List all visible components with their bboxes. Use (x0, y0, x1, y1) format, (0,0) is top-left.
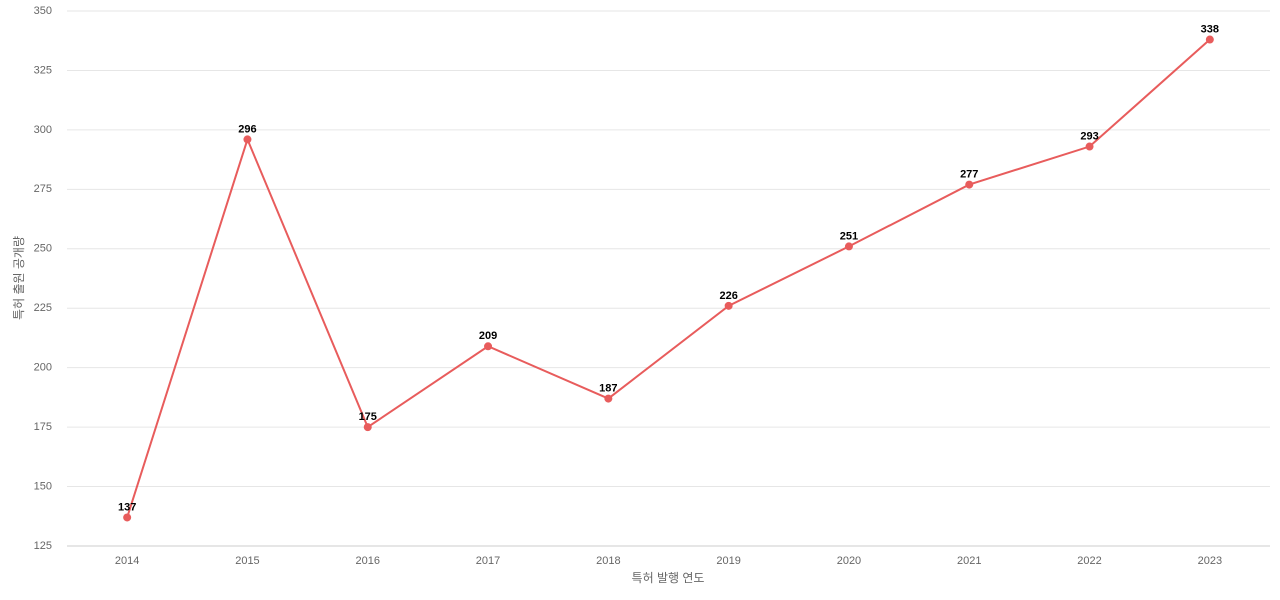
y-tick-label: 175 (34, 421, 52, 433)
x-tick-label: 2017 (476, 555, 500, 567)
point (1085, 142, 1094, 151)
x-tick-label: 2016 (356, 555, 380, 567)
y-tick-label: 325 (34, 64, 52, 76)
point (724, 301, 733, 310)
x-tick-label: 2021 (957, 555, 981, 567)
y-tick-label: 150 (34, 480, 52, 492)
value-label: 338 (1201, 23, 1219, 35)
y-tick-label: 300 (34, 124, 52, 136)
point (363, 423, 372, 432)
value-label: 296 (238, 123, 256, 135)
line (126, 38, 1211, 518)
point (844, 242, 853, 251)
x-tick-label: 2015 (235, 555, 259, 567)
point (1205, 35, 1214, 44)
value-label: 187 (599, 382, 617, 394)
x-tick-label: 2014 (115, 555, 139, 567)
value-label: 209 (479, 330, 497, 342)
x-tick-label: 2019 (716, 555, 740, 567)
x-tick-label: 2022 (1077, 555, 1101, 567)
value-label: 251 (840, 230, 858, 242)
x-tick-label: 2023 (1198, 555, 1222, 567)
value-label: 175 (359, 411, 377, 423)
value-label: 137 (118, 501, 136, 513)
point (243, 135, 252, 144)
point (965, 180, 974, 189)
point (604, 394, 613, 403)
point (123, 513, 132, 522)
point (484, 342, 493, 351)
y-tick-label: 200 (34, 362, 52, 374)
y-tick-label: 125 (34, 540, 52, 552)
y-tick-label: 275 (34, 183, 52, 195)
x-tick-label: 2018 (596, 555, 620, 567)
value-label: 277 (960, 168, 978, 180)
y-axis-label: 특허 출원 공개량 (12, 236, 26, 320)
x-tick-label: 2020 (837, 555, 861, 567)
value-label: 226 (719, 290, 737, 302)
x-axis-label: 특허 발행 연도 (632, 570, 705, 585)
y-tick-label: 225 (34, 302, 52, 314)
value-label: 293 (1080, 130, 1098, 142)
y-tick-label: 250 (34, 243, 52, 255)
y-tick-label: 350 (34, 5, 52, 17)
